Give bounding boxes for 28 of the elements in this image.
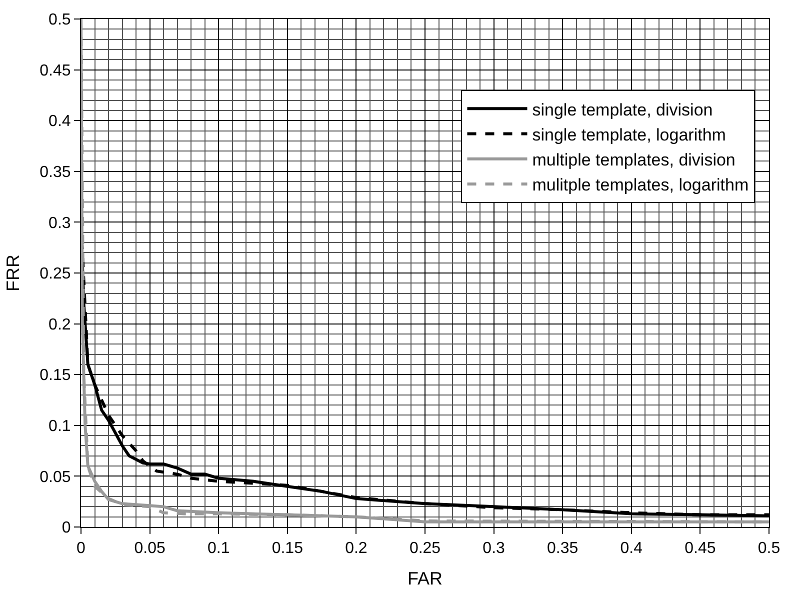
legend-label: single template, division — [532, 100, 713, 120]
x-tick-label: 0.15 — [272, 540, 304, 558]
x-tick-label: 0.35 — [547, 540, 578, 558]
x-tick-label: 0.2 — [345, 540, 368, 558]
legend-label: multiple templates, division — [532, 150, 736, 170]
x-tick-label: 0 — [76, 540, 86, 558]
x-axis-title: FAR — [407, 568, 443, 588]
y-tick-label: 0.45 — [40, 62, 71, 80]
y-tick-label: 0.15 — [40, 367, 71, 384]
y-tick-label: 0.35 — [40, 164, 71, 181]
y-tick-label: 0.1 — [48, 418, 71, 435]
y-tick-label: 0.3 — [48, 214, 71, 232]
x-tick-label: 0.5 — [758, 540, 780, 558]
x-tick-label: 0.4 — [620, 540, 643, 558]
y-tick-label: 0.5 — [48, 12, 71, 29]
x-tick-label: 0.25 — [409, 540, 441, 558]
y-tick-label: 0.05 — [40, 468, 71, 486]
y-axis-title: FRR — [2, 254, 23, 292]
legend-label: mulitple templates, logarithm — [532, 176, 749, 195]
legend-label: single template, logarithm — [532, 125, 726, 144]
y-tick-label: 0.25 — [40, 266, 71, 283]
x-tick-label: 0.1 — [207, 540, 230, 558]
y-tick-label: 0.4 — [48, 113, 71, 130]
x-tick-label: 0.05 — [134, 540, 166, 558]
y-tick-label: 0 — [62, 520, 71, 537]
x-tick-label: 0.3 — [482, 540, 506, 558]
y-tick-label: 0.2 — [48, 316, 71, 334]
x-tick-label: 0.45 — [684, 540, 716, 558]
